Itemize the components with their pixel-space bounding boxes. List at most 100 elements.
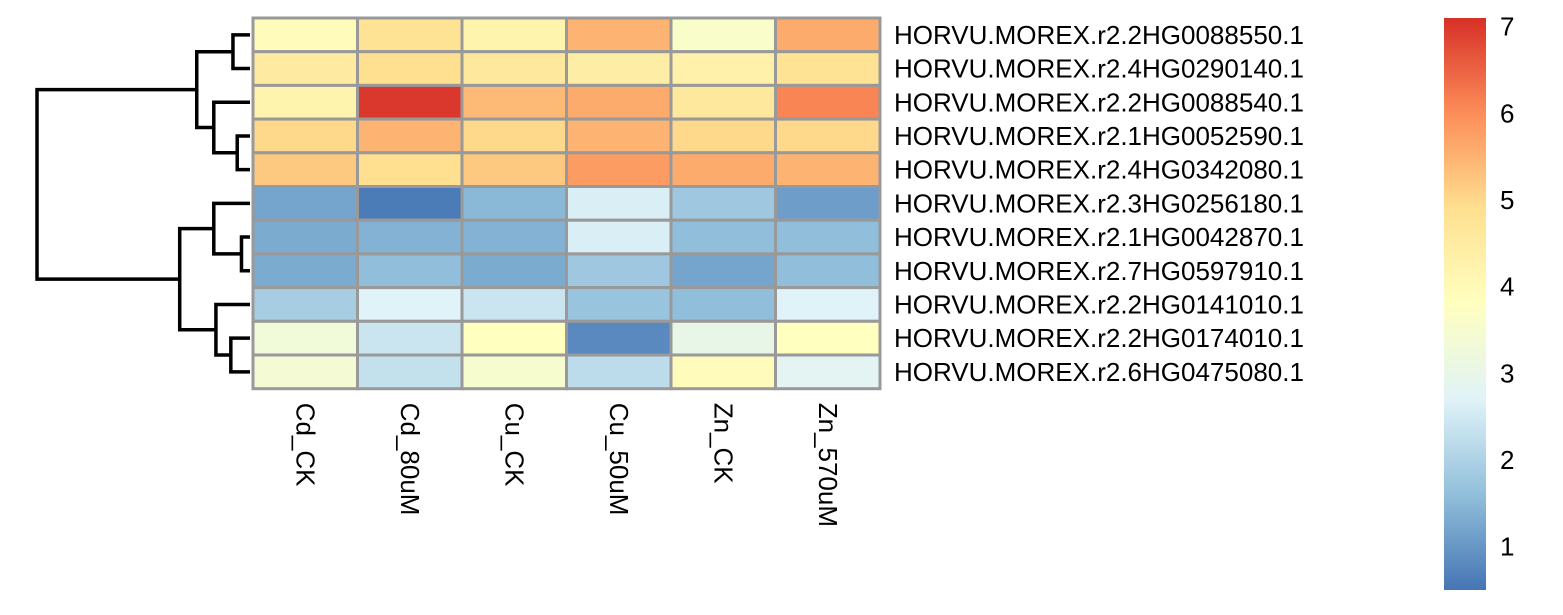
- heatmap-cell: [356, 218, 464, 256]
- heatmap-cell: [356, 151, 464, 189]
- heatmap-cell: [460, 50, 568, 87]
- heatmap-cell: [669, 218, 777, 256]
- heatmap-cell: [565, 151, 673, 189]
- heatmap-cell: [774, 16, 882, 54]
- heatmap-cell: [460, 83, 568, 121]
- colorbar-tick-label: 7: [1500, 12, 1514, 42]
- dendrogram-branch: [177, 226, 216, 332]
- heatmap-cell: [565, 319, 673, 357]
- heatmap-cell: [460, 151, 568, 189]
- heatmap-cell: [460, 319, 568, 357]
- heatmap-cell: [251, 252, 359, 290]
- dendrogram-branch: [231, 33, 250, 71]
- heatmap-cell: [460, 218, 568, 256]
- dendrogram-branch: [212, 201, 250, 256]
- heatmap-cell: [251, 286, 359, 323]
- colorbar-tick-label: 4: [1500, 272, 1514, 302]
- heatmap-cell: [669, 185, 777, 222]
- heatmap-cell: [774, 353, 882, 391]
- row-label: HORVU.MOREX.r2.4HG0290140.1: [894, 54, 1304, 84]
- colorbar-tick-label: 2: [1500, 445, 1514, 475]
- heatmap-cell: [565, 218, 673, 256]
- heatmap-cell: [774, 117, 882, 155]
- heatmap-cell: [565, 185, 673, 222]
- row-label: HORVU.MOREX.r2.1HG0042870.1: [894, 222, 1304, 252]
- colorbar-tick-label: 6: [1500, 98, 1514, 128]
- heatmap-cell: [565, 117, 673, 155]
- heatmap-cell: [774, 218, 882, 256]
- dendrogram-branch: [239, 235, 250, 273]
- heatmap-cell: [565, 353, 673, 391]
- heatmap-cell: [669, 50, 777, 87]
- heatmap-cell: [669, 16, 777, 54]
- heatmap-cell: [774, 151, 882, 189]
- dendrogram-branch: [214, 302, 250, 357]
- heatmap-cell: [565, 83, 673, 121]
- heatmap-cell: [774, 319, 882, 357]
- heatmap-cell: [356, 252, 464, 290]
- heatmap-cell: [251, 353, 359, 391]
- column-label: Zn_570uM: [813, 403, 843, 527]
- heatmap-cell: [460, 252, 568, 290]
- heatmap-cell: [356, 50, 464, 87]
- row-dendrogram: [35, 33, 250, 374]
- column-label: Cu_50uM: [604, 403, 634, 516]
- heatmap-cell: [669, 117, 777, 155]
- heatmap-cell: [565, 16, 673, 54]
- heatmap-cell: [356, 83, 464, 121]
- heatmap-cell: [251, 185, 359, 222]
- row-label: HORVU.MOREX.r2.2HG0088550.1: [894, 20, 1304, 50]
- colorbar-tick-label: 3: [1500, 358, 1514, 388]
- column-label: Cd_80uM: [395, 403, 425, 516]
- heatmap-cell: [356, 16, 464, 54]
- column-labels: Cd_CK Cd_80uM Cu_CK Cu_50uM Zn_CK Zn_570uM: [290, 403, 843, 527]
- heatmap-cell: [251, 151, 359, 189]
- heatmap-cell: [251, 218, 359, 256]
- heatmap-cell: [460, 185, 568, 222]
- heatmap-cell: [251, 16, 359, 54]
- heatmap-cell: [669, 353, 777, 391]
- heatmap-cell: [251, 83, 359, 121]
- heatmap-cell: [669, 252, 777, 290]
- row-label: HORVU.MOREX.r2.4HG0342080.1: [894, 155, 1304, 185]
- heatmap-cell: [669, 286, 777, 323]
- heatmap-cell: [669, 319, 777, 357]
- heatmap-cell: [356, 319, 464, 357]
- heatmap-cell: [251, 319, 359, 357]
- colorbar-tick-label: 1: [1500, 532, 1514, 562]
- heatmap-cell: [774, 83, 882, 121]
- colorbar-gradient: [1444, 18, 1486, 590]
- heatmap-cell: [356, 353, 464, 391]
- dendrogram-branch: [35, 87, 197, 281]
- heatmap-cell: [669, 151, 777, 189]
- heatmap-cell: [460, 117, 568, 155]
- heatmap-cell: [356, 185, 464, 222]
- dendrogram-branch: [212, 100, 250, 155]
- heatmap-cell: [669, 83, 777, 121]
- row-labels: HORVU.MOREX.r2.2HG0088550.1 HORVU.MOREX.r…: [894, 20, 1304, 387]
- heatmap-cell: [565, 286, 673, 323]
- heatmap-cell: [356, 286, 464, 323]
- heatmap-cell: [251, 50, 359, 87]
- color-legend: 1 2 3 4 5 6 7: [1444, 12, 1514, 590]
- column-label: Zn_CK: [708, 403, 738, 485]
- heatmap-cells: [251, 16, 882, 391]
- dendrogram-branch: [235, 134, 250, 172]
- heatmap-cell: [774, 50, 882, 87]
- row-label: HORVU.MOREX.r2.2HG0174010.1: [894, 323, 1304, 353]
- heatmap-cell: [565, 50, 673, 87]
- heatmap-cell: [565, 252, 673, 290]
- heatmap-cell: [356, 117, 464, 155]
- column-label: Cd_CK: [290, 403, 320, 487]
- row-label: HORVU.MOREX.r2.2HG0088540.1: [894, 87, 1304, 117]
- heatmap-cell: [460, 353, 568, 391]
- row-label: HORVU.MOREX.r2.7HG0597910.1: [894, 256, 1304, 286]
- row-label: HORVU.MOREX.r2.6HG0475080.1: [894, 357, 1304, 387]
- row-label: HORVU.MOREX.r2.2HG0141010.1: [894, 289, 1304, 319]
- row-label: HORVU.MOREX.r2.3HG0256180.1: [894, 188, 1304, 218]
- heatmap-cell: [774, 185, 882, 222]
- colorbar-tick-label: 5: [1500, 185, 1514, 215]
- row-label: HORVU.MOREX.r2.1HG0052590.1: [894, 121, 1304, 151]
- heatmap-cell: [774, 286, 882, 323]
